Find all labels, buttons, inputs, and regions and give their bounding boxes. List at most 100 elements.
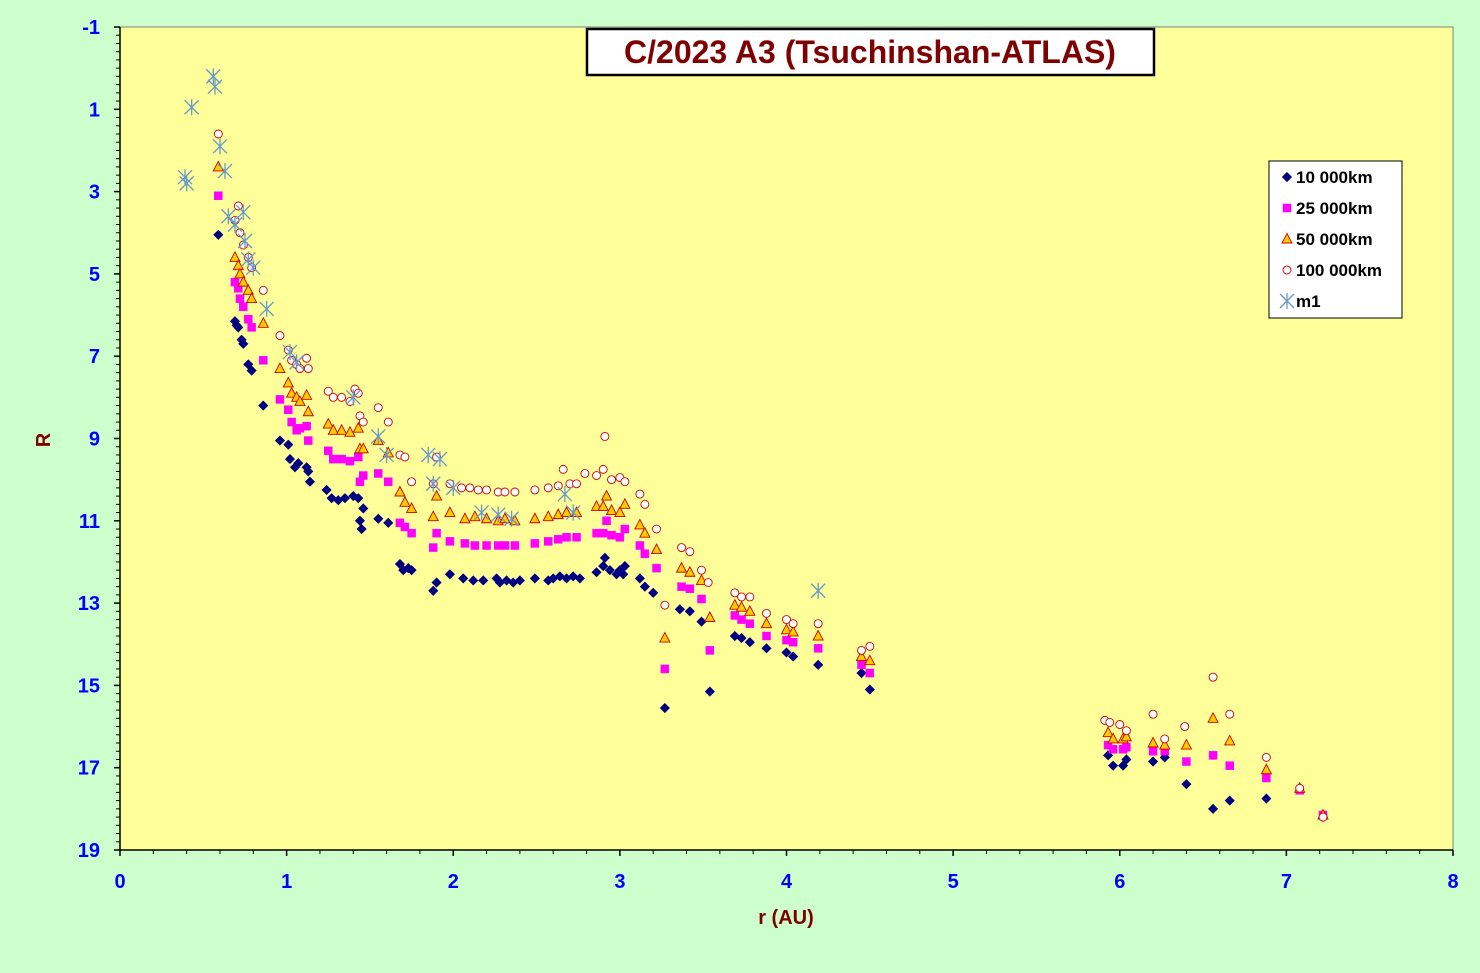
data-point xyxy=(468,575,479,586)
plot-area xyxy=(119,26,1454,851)
data-point xyxy=(474,504,490,521)
data-point xyxy=(370,428,386,445)
data-point xyxy=(214,191,223,200)
data-point xyxy=(602,516,611,526)
data-point xyxy=(1102,726,1114,738)
data-point xyxy=(781,647,792,658)
data-point xyxy=(510,487,520,497)
data-point xyxy=(458,573,469,584)
data-point xyxy=(445,479,461,496)
data-point xyxy=(407,477,417,487)
data-point xyxy=(1223,734,1236,746)
data-point xyxy=(557,486,573,503)
data-point xyxy=(258,400,269,411)
data-point xyxy=(737,615,746,624)
data-point xyxy=(339,493,351,504)
data-point xyxy=(787,625,799,637)
data-point xyxy=(639,526,651,538)
y-tick-label: 17 xyxy=(78,758,100,780)
data-point xyxy=(352,421,365,433)
data-point xyxy=(282,344,298,361)
data-point xyxy=(1182,757,1191,766)
y-tick-label: 7 xyxy=(89,346,100,368)
data-point xyxy=(558,464,568,474)
data-point xyxy=(598,464,608,474)
data-point xyxy=(598,560,609,572)
data-point xyxy=(598,528,608,538)
data-point xyxy=(358,417,368,427)
data-point xyxy=(788,619,798,629)
data-point xyxy=(444,506,456,518)
data-point xyxy=(1225,709,1235,719)
data-point xyxy=(345,389,361,406)
data-point xyxy=(235,204,251,221)
data-point xyxy=(217,163,233,180)
data-point xyxy=(478,575,489,586)
y-tick-label: 5 xyxy=(89,264,100,286)
data-point xyxy=(432,452,442,462)
data-point xyxy=(640,549,650,558)
data-point xyxy=(207,78,223,95)
data-point xyxy=(592,471,601,480)
legend-marker xyxy=(1282,203,1292,213)
data-point xyxy=(400,522,410,532)
data-point xyxy=(1262,773,1271,783)
data-point xyxy=(542,510,554,522)
data-point xyxy=(737,592,746,602)
data-point xyxy=(354,452,363,462)
data-point xyxy=(500,541,510,550)
data-point xyxy=(358,503,369,514)
data-point xyxy=(782,615,791,625)
data-point xyxy=(562,533,571,542)
data-point xyxy=(572,533,581,542)
data-point xyxy=(684,606,695,617)
data-point xyxy=(615,533,625,542)
data-point xyxy=(335,423,348,435)
data-point xyxy=(635,489,645,499)
data-point xyxy=(543,537,553,546)
data-point xyxy=(465,483,475,493)
data-point xyxy=(553,481,563,491)
data-point xyxy=(432,451,448,468)
data-point xyxy=(1120,730,1133,742)
data-point xyxy=(597,499,609,511)
series-10000km xyxy=(213,229,1329,823)
data-point xyxy=(430,489,443,501)
data-point xyxy=(1105,717,1115,727)
data-point xyxy=(259,356,268,365)
data-point xyxy=(560,506,573,518)
data-point xyxy=(400,452,410,462)
data-point xyxy=(1107,732,1119,744)
data-point xyxy=(235,294,245,303)
data-point xyxy=(855,650,868,662)
data-point xyxy=(259,300,275,317)
data-point xyxy=(406,565,417,576)
x-tick-label: 0 xyxy=(114,871,125,893)
data-point xyxy=(327,423,340,435)
data-point xyxy=(373,513,384,524)
data-point xyxy=(620,477,630,487)
data-point xyxy=(237,275,250,287)
data-point xyxy=(788,637,798,647)
data-point xyxy=(607,530,616,540)
data-point xyxy=(274,435,286,446)
data-point xyxy=(302,405,315,417)
data-point xyxy=(234,284,243,293)
data-point xyxy=(244,314,253,324)
data-point xyxy=(856,667,867,679)
data-point xyxy=(328,392,338,402)
series-m1 xyxy=(177,68,826,599)
data-point xyxy=(634,518,646,530)
x-axis-title: r (AU) xyxy=(758,907,814,929)
data-point xyxy=(813,644,823,653)
data-point xyxy=(1121,754,1132,765)
chart-title: C/2023 A3 (Tsuchinshan-ATLAS) xyxy=(624,34,1116,70)
data-point xyxy=(473,485,483,495)
legend-item: 50 000km xyxy=(1281,230,1373,249)
data-point xyxy=(810,582,826,599)
y-axis-title: R xyxy=(33,432,55,447)
data-point xyxy=(300,388,313,400)
x-tick-label: 4 xyxy=(781,871,793,893)
data-point xyxy=(607,475,616,485)
